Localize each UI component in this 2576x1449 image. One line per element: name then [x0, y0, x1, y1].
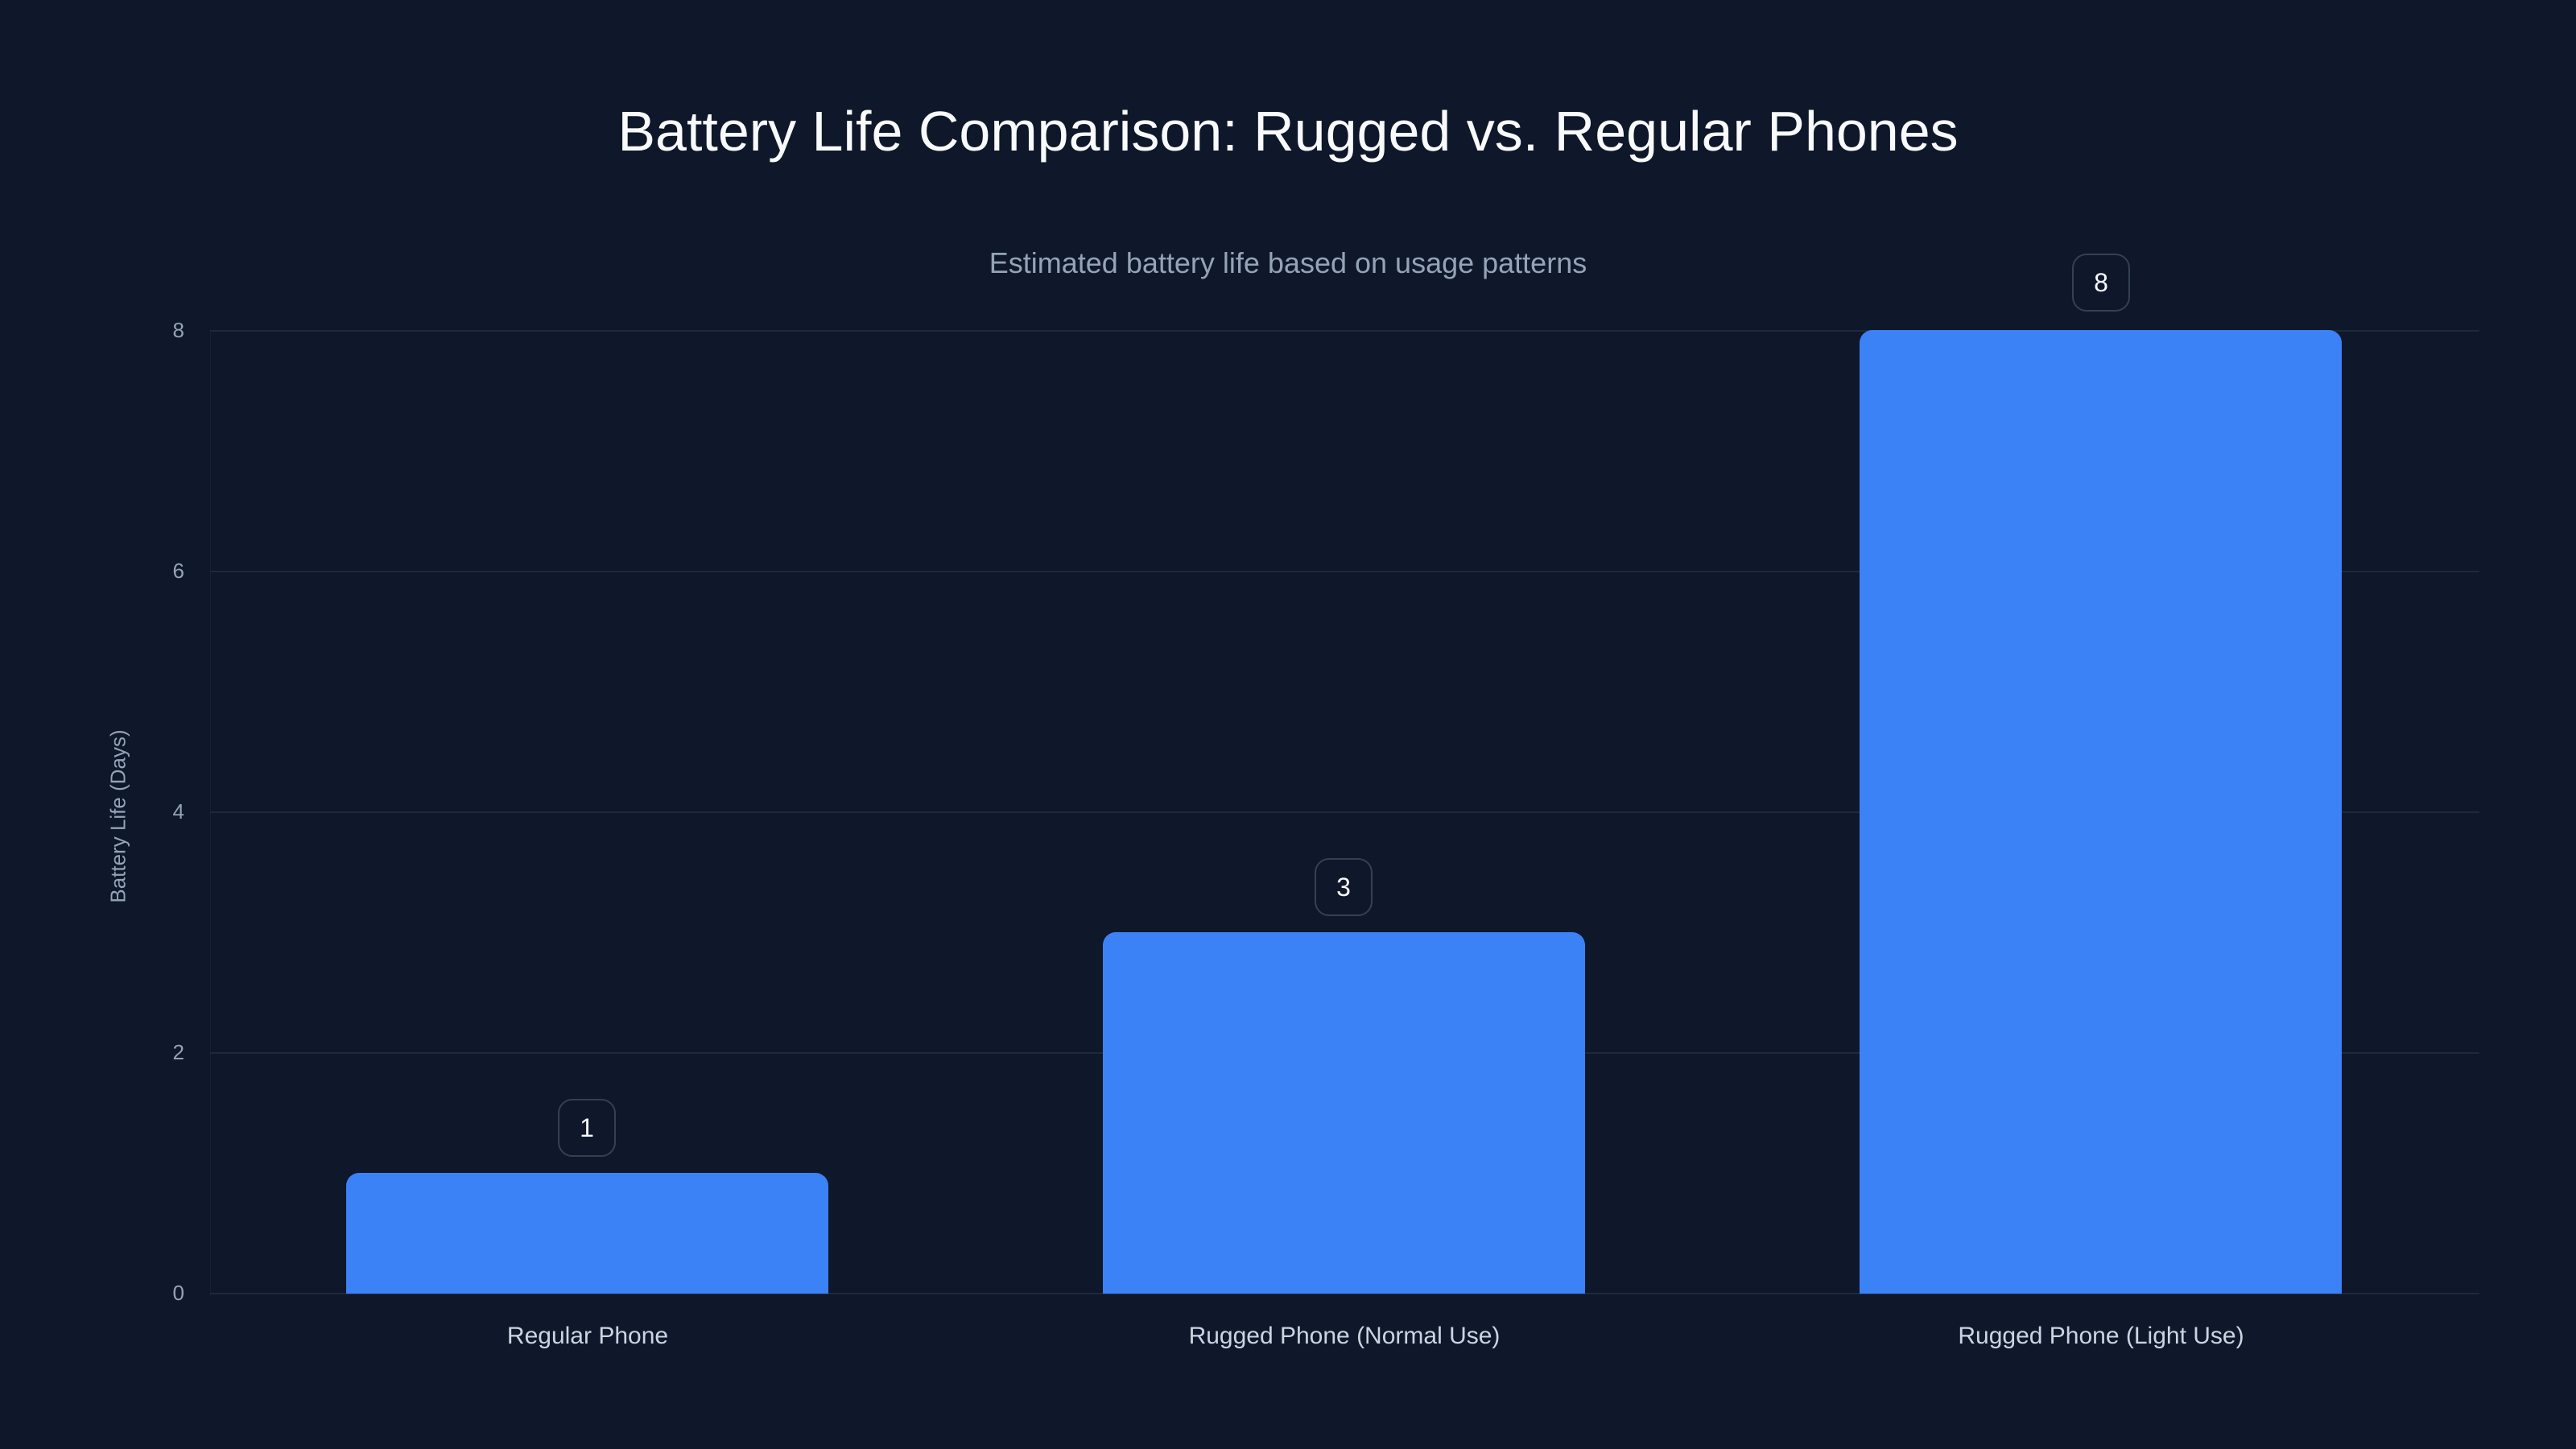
y-tick-label: 6 — [172, 559, 184, 583]
gridline-8 — [210, 330, 2479, 332]
bar-rugged-normal-use[interactable] — [1103, 932, 1585, 1294]
y-tick-label: 8 — [172, 318, 184, 342]
gridline-6 — [210, 571, 2479, 572]
data-label-rugged-light-use: 8 — [2072, 254, 2130, 312]
gridline-0 — [210, 1293, 2479, 1294]
bar-rugged-light-use[interactable] — [1860, 330, 2342, 1294]
data-label-rugged-normal-use: 3 — [1315, 858, 1373, 916]
x-category-label: Rugged Phone (Light Use) — [1958, 1323, 2244, 1349]
plot-area: 8 6 4 2 0 1 3 8 — [173, 254, 2479, 1305]
y-tick-label: 4 — [172, 799, 184, 824]
y-tick-label: 2 — [172, 1040, 184, 1064]
chart-subtitle: Estimated battery life based on usage pa… — [989, 246, 1587, 279]
x-category-label: Regular Phone — [506, 1323, 669, 1349]
x-category-label: Rugged Phone (Normal Use) — [1188, 1323, 1501, 1349]
gridline-4 — [210, 811, 2479, 813]
chart-title: Battery Life Comparison: Rugged vs. Regu… — [617, 100, 1959, 163]
bar-regular-phone[interactable] — [346, 1173, 828, 1294]
y-tick-label: 0 — [172, 1281, 184, 1305]
data-label-regular-phone: 1 — [558, 1099, 616, 1157]
